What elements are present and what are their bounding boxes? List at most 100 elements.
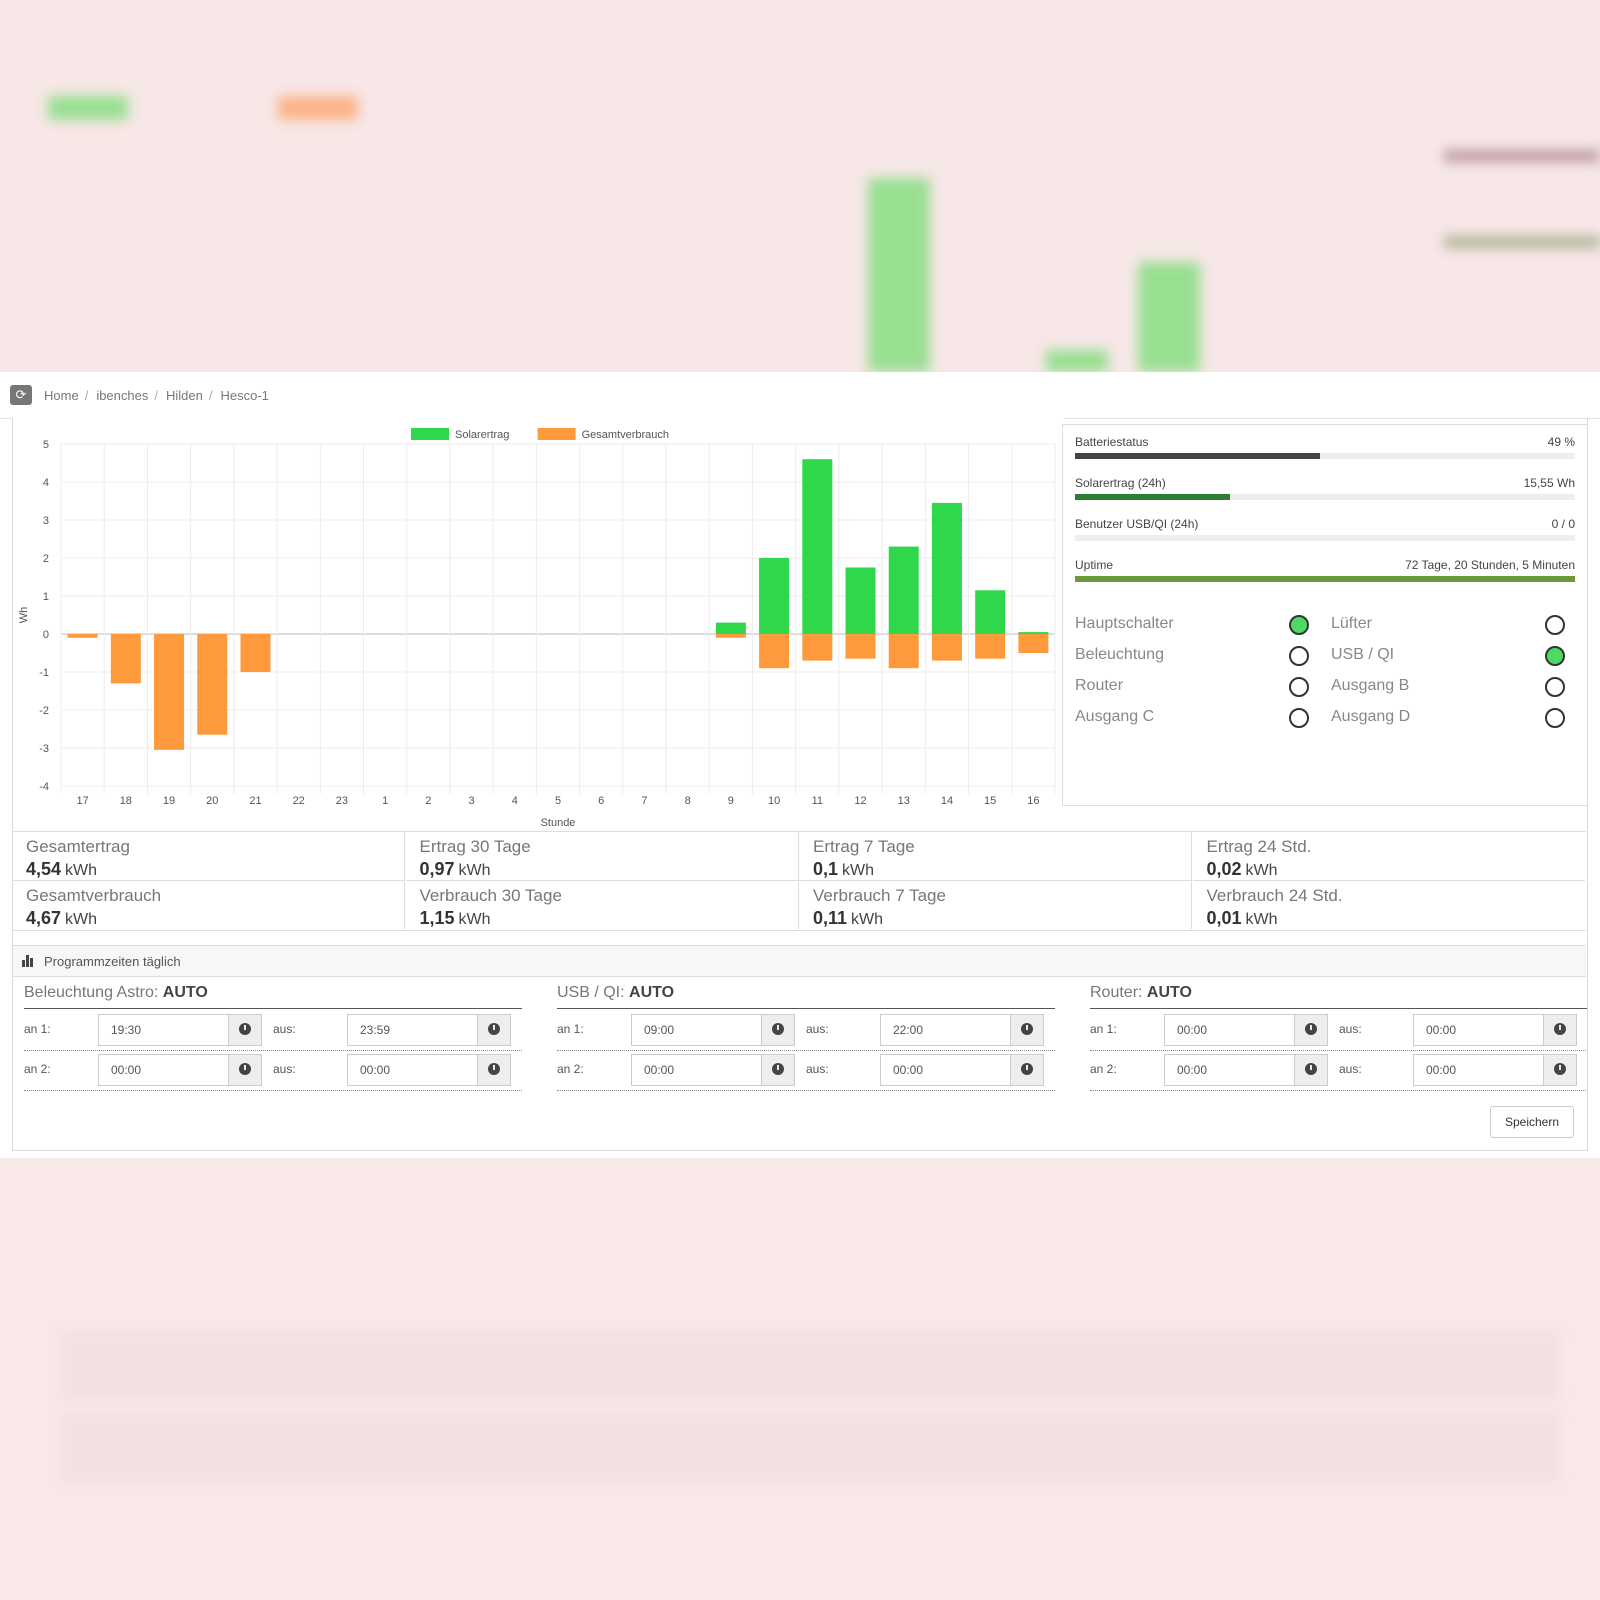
program-title-label: USB / QI:	[557, 984, 625, 1001]
status-value: 0 / 0	[1551, 517, 1575, 531]
clock-button[interactable]	[1294, 1015, 1327, 1045]
kpi-label: Ertrag 24 Std.	[1206, 837, 1312, 856]
clock-button[interactable]	[477, 1015, 510, 1045]
clock-button[interactable]	[761, 1015, 794, 1045]
clock-button[interactable]	[1010, 1055, 1043, 1085]
on-time-value: 19:30	[111, 1023, 142, 1037]
kpi-unit: kWh	[842, 862, 875, 879]
status-progress-fill	[1075, 576, 1575, 582]
on-time-input[interactable]: 00:00	[1164, 1054, 1328, 1086]
x-tick-label: 4	[512, 795, 518, 807]
clock-icon	[1554, 1063, 1566, 1075]
clock-button[interactable]	[1010, 1015, 1043, 1045]
off-time-input[interactable]: 00:00	[1413, 1014, 1577, 1046]
breadcrumb-separator: /	[84, 387, 89, 403]
kpi-number: 4,67	[26, 908, 62, 928]
off-time-input[interactable]: 00:00	[347, 1054, 511, 1086]
on-time-input[interactable]: 00:00	[631, 1054, 795, 1086]
on-time-label: an 2:	[1090, 1062, 1117, 1076]
x-tick-label: 19	[163, 795, 175, 807]
off-time-input[interactable]: 22:00	[880, 1014, 1044, 1046]
switch-toggle-ausgang-b[interactable]	[1545, 677, 1565, 697]
kpi-cell: Ertrag 7 Tage 0,1 kWh	[799, 832, 1192, 881]
clock-button[interactable]	[1543, 1015, 1576, 1045]
switch-label-ausgang-c: Ausgang C	[1075, 708, 1155, 725]
program-row: an 1: 00:00 aus: 00:00	[1090, 1010, 1588, 1051]
kpi-value: 0,01 kWh	[1207, 908, 1278, 929]
on-time-input[interactable]: 00:00	[98, 1054, 262, 1086]
switch-label-l-fter: Lüfter	[1331, 615, 1372, 632]
y-axis-label: Wh	[18, 607, 30, 624]
kpi-number: 0,11	[813, 908, 848, 928]
switch-toggle-ausgang-d[interactable]	[1545, 708, 1565, 728]
switch-toggle-hauptschalter[interactable]	[1289, 615, 1309, 635]
switch-toggle-router[interactable]	[1289, 677, 1309, 697]
breadcrumb-separator: /	[208, 387, 213, 403]
clock-button[interactable]	[761, 1055, 794, 1085]
legend-label: Solarertrag	[455, 429, 509, 441]
program-title: Router: AUTO	[1090, 984, 1192, 1002]
clock-button[interactable]	[1294, 1055, 1327, 1085]
x-tick-label: 13	[898, 795, 910, 807]
on-time-label: an 1:	[1090, 1022, 1117, 1036]
on-time-label: an 2:	[557, 1062, 584, 1076]
kpi-number: 1,15	[419, 908, 455, 928]
on-time-input[interactable]: 19:30	[98, 1014, 262, 1046]
clock-button[interactable]	[228, 1015, 261, 1045]
x-tick-label: 16	[1027, 795, 1039, 807]
on-time-input[interactable]: 00:00	[1164, 1014, 1328, 1046]
program-underline	[557, 1008, 1055, 1009]
save-button[interactable]: Speichern	[1490, 1106, 1574, 1138]
status-value: 15,55 Wh	[1523, 476, 1575, 490]
off-time-input[interactable]: 00:00	[1413, 1054, 1577, 1086]
switch-label-usb-qi: USB / QI	[1331, 646, 1395, 663]
clock-icon	[1554, 1023, 1566, 1035]
bar-gesamtverbrauch	[110, 634, 141, 684]
y-tick-label: -3	[39, 743, 49, 755]
kpi-number: 4,54	[26, 859, 62, 879]
on-time-value: 09:00	[644, 1023, 675, 1037]
off-time-input[interactable]: 00:00	[880, 1054, 1044, 1086]
clock-button[interactable]	[1543, 1055, 1576, 1085]
off-time-value: 00:00	[1426, 1063, 1457, 1077]
ghost-progress-2	[1444, 236, 1600, 248]
x-tick-label: 23	[336, 795, 348, 807]
kpi-value: 0,02 kWh	[1207, 859, 1278, 880]
bar-gesamtverbrauch	[240, 634, 271, 672]
x-tick-label: 7	[641, 795, 647, 807]
on-time-value: 00:00	[1177, 1063, 1208, 1077]
status-progress	[1075, 535, 1575, 541]
refresh-icon[interactable]: ⟳	[10, 385, 32, 405]
clock-button[interactable]	[228, 1055, 261, 1085]
switch-toggle-l-fter[interactable]	[1545, 615, 1565, 635]
kpi-label: Verbrauch 30 Tage	[419, 886, 562, 905]
breadcrumb-hilden[interactable]: Hilden	[165, 387, 203, 403]
kpi-cell: Ertrag 24 Std. 0,02 kWh	[1192, 832, 1585, 881]
switch-toggle-usb-qi[interactable]	[1545, 646, 1565, 666]
bar-gesamtverbrauch	[975, 634, 1006, 659]
kpi-value: 4,67 kWh	[26, 908, 97, 929]
ghost-progress-1	[1444, 150, 1600, 162]
off-time-input[interactable]: 23:59	[347, 1014, 511, 1046]
kpi-number: 0,1	[813, 859, 839, 879]
x-tick-label: 2	[425, 795, 431, 807]
switch-toggle-ausgang-c[interactable]	[1289, 708, 1309, 728]
switch-toggle-beleuchtung[interactable]	[1289, 646, 1309, 666]
off-time-label: aus:	[273, 1022, 296, 1036]
y-tick-label: 3	[43, 515, 49, 527]
breadcrumb-ibenches[interactable]: ibenches	[96, 387, 149, 403]
ghost-bar-3	[1138, 262, 1200, 372]
x-tick-label: 21	[249, 795, 261, 807]
program-row: an 2: 00:00 aus: 00:00	[557, 1050, 1055, 1091]
breadcrumb-home[interactable]: Home	[44, 387, 79, 403]
clock-icon	[772, 1063, 784, 1075]
x-tick-label: 20	[206, 795, 218, 807]
off-time-value: 22:00	[893, 1023, 924, 1037]
bar-gesamtverbrauch	[845, 634, 876, 659]
clock-button[interactable]	[477, 1055, 510, 1085]
on-time-input[interactable]: 09:00	[631, 1014, 795, 1046]
kpi-unit: kWh	[65, 862, 98, 879]
status-progress	[1075, 494, 1575, 500]
ghost-bar-1	[868, 178, 930, 372]
